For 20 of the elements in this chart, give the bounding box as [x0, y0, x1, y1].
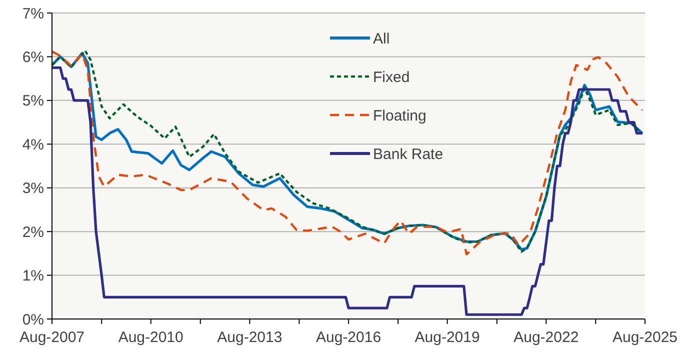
y-tick-label: 0% [22, 311, 44, 328]
x-tick-label: Aug-2019 [414, 329, 480, 346]
y-tick-label: 4% [22, 136, 44, 154]
y-tick-label: 7% [22, 5, 44, 22]
y-tick-label: 1% [22, 268, 44, 285]
x-tick-label: Aug-2010 [118, 329, 184, 346]
legend-label: All [373, 30, 390, 48]
x-tick-label: Aug-2022 [514, 329, 579, 346]
y-tick-label: 3% [22, 180, 44, 198]
legend-label: Bank Rate [373, 146, 444, 163]
y-tick-label: 5% [22, 92, 44, 110]
x-tick-label: Aug-2025 [612, 329, 678, 346]
x-tick-label: Aug-2016 [316, 329, 382, 346]
x-tick-label: Aug-2013 [217, 329, 282, 346]
legend-label: Floating [373, 107, 426, 124]
x-tick-label: Aug-2007 [19, 329, 85, 346]
y-tick-label: 2% [22, 224, 44, 241]
legend-label: Fixed [373, 68, 410, 86]
y-tick-label: 6% [22, 48, 44, 66]
line-series [50, 66, 644, 316]
